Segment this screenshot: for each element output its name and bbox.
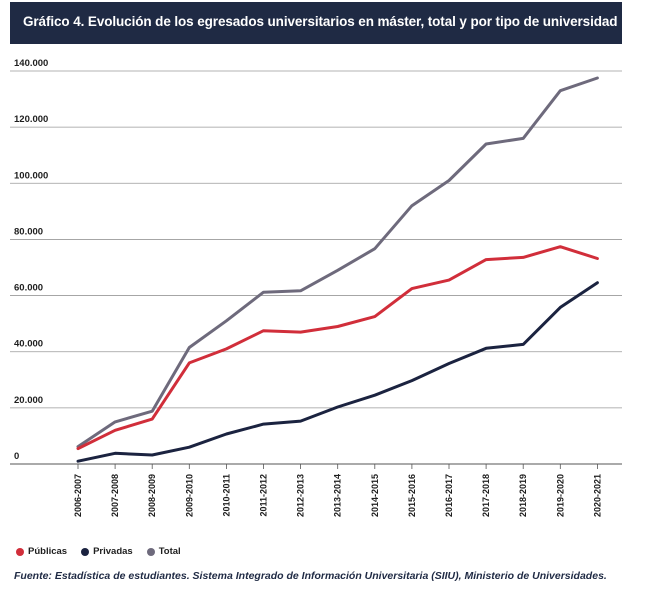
legend-swatch-publicas: [16, 547, 24, 556]
y-tick-label: 40.000: [14, 339, 43, 350]
x-tick-label: 2010-2011: [221, 474, 231, 517]
x-tick-label: 2016-2017: [444, 474, 454, 517]
legend-label-publicas: Públicas: [28, 546, 68, 557]
x-tick-label: 2007-2008: [110, 474, 120, 517]
x-tick-label: 2017-2018: [481, 474, 491, 517]
y-tick-label: 60.000: [14, 283, 43, 294]
legend-label-total: Total: [158, 546, 181, 557]
y-tick-label: 100.000: [14, 170, 48, 181]
y-tick-label: 80.000: [14, 226, 43, 237]
legend-item-publicas: Públicas: [16, 546, 67, 557]
y-tick-label: 120.000: [14, 114, 48, 125]
chart-title: Gráfico 4. Evolución de los egresados un…: [23, 14, 618, 29]
legend-swatch-privadas: [81, 547, 90, 556]
legend-item-total: Total: [146, 546, 181, 557]
line-chart: 0 20.000 40.000 60.000 80.000 100.000 120.000 1…: [10, 58, 622, 517]
x-tick-label: 2006-2007: [73, 474, 83, 517]
x-tick-label: 2009-2010: [184, 474, 194, 517]
chart-title-bar: Gráfico 4. Evolución de los egresados un…: [10, 2, 622, 44]
chart-source: Fuente: Estadística de estudiantes. Sist…: [14, 570, 607, 582]
series-line-pblicas: [76, 245, 599, 451]
x-tick-label: 2008-2009: [147, 474, 157, 517]
y-tick-label: 20.000: [14, 395, 43, 406]
legend-swatch-total: [146, 547, 155, 556]
y-tick-label: 140.000: [14, 58, 48, 69]
x-tick-label: 2015-2016: [407, 474, 417, 517]
x-tick-label: 2011-2012: [259, 474, 269, 517]
series-line-total: [76, 76, 599, 449]
x-tick-label: 2012-2013: [296, 474, 306, 517]
x-tick-label: 2013-2014: [333, 474, 343, 517]
x-tick-label: 2014-2015: [370, 474, 380, 517]
x-tick-label: 2018-2019: [518, 474, 528, 517]
y-tick-label: 0: [14, 451, 19, 462]
legend-label-privadas: Privadas: [93, 546, 133, 557]
chart-legend: Públicas Privadas Total: [16, 546, 181, 557]
x-tick-label: 2020-2021: [592, 474, 602, 517]
series-line-privadas: [76, 281, 599, 463]
x-tick-label: 2019-2020: [555, 474, 565, 517]
legend-item-privadas: Privadas: [81, 546, 133, 557]
